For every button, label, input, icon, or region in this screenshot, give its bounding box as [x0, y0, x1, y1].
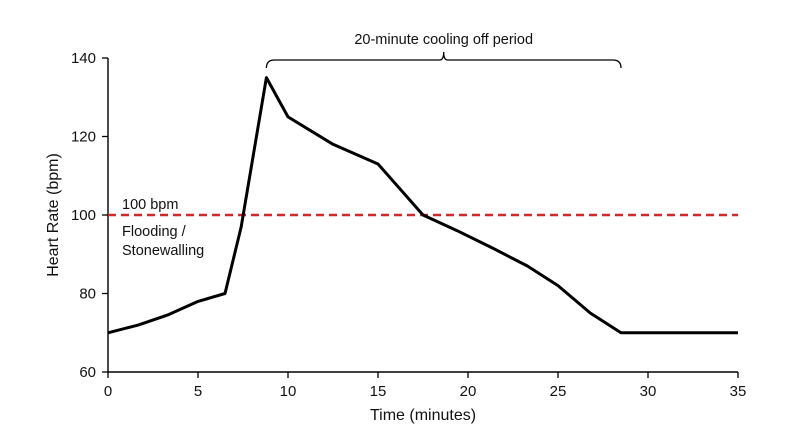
y-ticks: 60 80 100 120 140: [71, 50, 108, 381]
y-tick-label: 120: [71, 129, 96, 146]
y-tick-label: 80: [79, 286, 96, 303]
heart-rate-line: [107, 76, 738, 335]
y-tick-label: 140: [71, 50, 96, 67]
y-tick-label: 100: [71, 207, 96, 224]
x-tick-label: 15: [370, 383, 387, 400]
y-tick-label: 60: [79, 364, 96, 381]
y-axis-title: Heart Rate (bpm): [45, 153, 62, 277]
x-axis-title: Time (minutes): [370, 407, 476, 424]
x-tick-label: 35: [730, 383, 747, 400]
x-tick-label: 30: [640, 383, 657, 400]
cooling-period-bracket: [265, 51, 622, 69]
threshold-label: 100 bpm: [122, 197, 178, 213]
cooling-period-label: 20-minute cooling off period: [354, 32, 533, 48]
zone-label-line2: Stonewalling: [122, 243, 204, 259]
zone-label-line1: Flooding /: [122, 224, 187, 240]
x-ticks: 0 5 10 15 20 25 30 35: [104, 372, 747, 400]
x-tick-label: 0: [104, 383, 112, 400]
x-tick-label: 20: [460, 383, 477, 400]
x-tick-label: 25: [550, 383, 567, 400]
x-tick-label: 5: [194, 383, 202, 400]
x-tick-label: 10: [280, 383, 297, 400]
